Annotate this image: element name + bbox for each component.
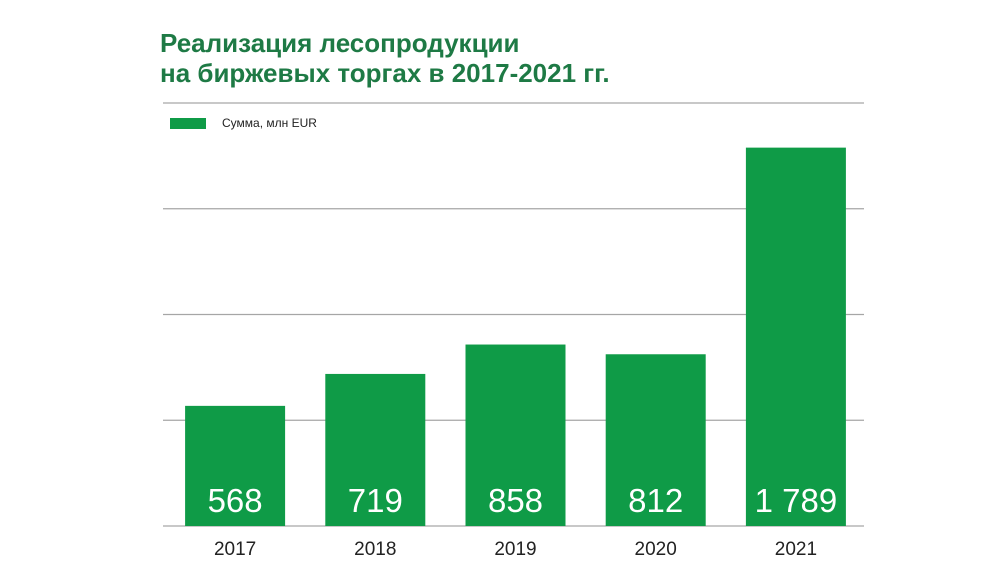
data-label: 719	[348, 482, 403, 519]
legend-swatch	[170, 117, 206, 129]
bar	[465, 344, 566, 526]
bar	[325, 373, 426, 526]
chart-title: Реализация лесопродукции на биржевых тор…	[160, 28, 610, 88]
bar	[605, 354, 706, 526]
data-label: 812	[628, 482, 683, 519]
legend: Сумма, млн EUR	[170, 116, 317, 130]
data-label: 858	[488, 482, 543, 519]
legend-label: Сумма, млн EUR	[222, 116, 317, 130]
x-tick-label: 2019	[494, 539, 536, 560]
chart-title-line-1: Реализация лесопродукции	[160, 28, 520, 58]
x-tick-label: 2020	[635, 539, 677, 560]
bar	[745, 147, 846, 526]
data-label: 568	[208, 482, 263, 519]
x-tick-label: 2021	[775, 539, 817, 560]
x-tick-label: 2017	[214, 539, 256, 560]
data-label: 1 789	[755, 482, 838, 519]
chart-title-line-2: на биржевых торгах в 2017-2021 гг.	[160, 58, 610, 88]
x-tick-label: 2018	[354, 539, 396, 560]
bar	[185, 405, 286, 526]
